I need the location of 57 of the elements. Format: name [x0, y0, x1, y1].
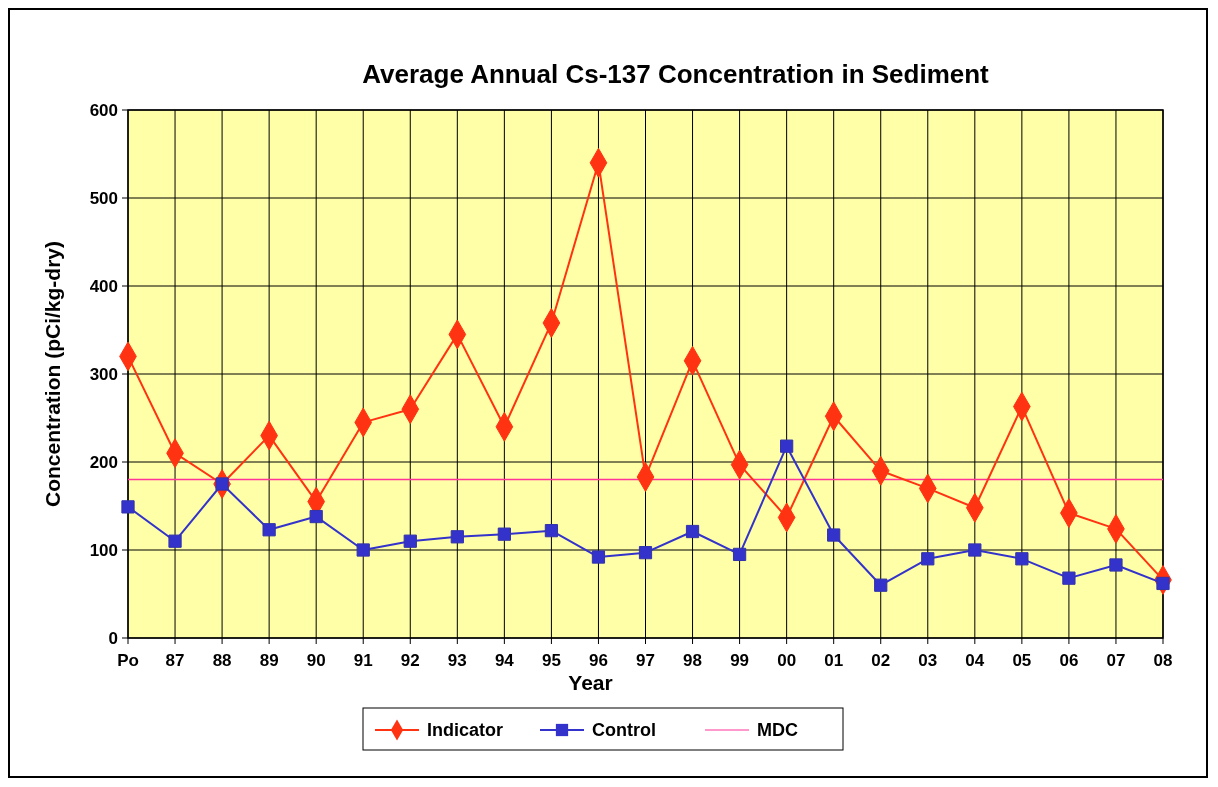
y-tick-label: 0: [108, 628, 118, 648]
x-tick-label: 95: [541, 651, 561, 670]
chart-title: Average Annual Cs-137 Concentration in Sediment: [362, 59, 990, 89]
point: [827, 528, 841, 542]
x-tick-label: 08: [1153, 651, 1173, 670]
point: [450, 530, 464, 544]
point: [356, 543, 370, 557]
x-axis-title: Year: [568, 671, 613, 694]
y-tick-label: 200: [89, 452, 118, 472]
x-tick-label: 92: [400, 651, 420, 670]
legend-label: Control: [592, 720, 656, 741]
x-tick-label: 99: [730, 651, 750, 670]
x-tick-label: 05: [1012, 651, 1032, 670]
point: [1015, 552, 1029, 566]
y-tick-label: 500: [89, 188, 118, 208]
x-tick-label: 89: [259, 651, 279, 670]
x-tick-label: 96: [588, 651, 608, 670]
x-tick-label: 03: [918, 651, 938, 670]
x-tick-label: 93: [447, 651, 467, 670]
x-tick-label: 91: [353, 651, 373, 670]
x-tick-label: 00: [777, 651, 797, 670]
x-tick-label: 01: [824, 651, 844, 670]
point: [168, 534, 182, 548]
x-tick-label: 98: [683, 651, 703, 670]
point: [780, 439, 794, 453]
x-tick-label: 02: [871, 651, 891, 670]
point: [403, 534, 417, 548]
y-tick-label: 300: [89, 364, 118, 384]
y-axis-title: Concentration (pCi/kg-dry): [41, 241, 64, 507]
legend-label: Indicator: [427, 720, 504, 741]
x-tick-label: 90: [306, 651, 326, 670]
point: [497, 527, 511, 541]
point: [968, 543, 982, 557]
x-tick-label: 06: [1059, 651, 1079, 670]
point: [544, 524, 559, 538]
point: [921, 552, 935, 566]
point: [262, 523, 276, 537]
x-tick-label: 87: [165, 651, 185, 670]
x-tick-label: Po: [117, 651, 139, 670]
point: [121, 500, 135, 514]
x-tick-label: 04: [965, 651, 985, 670]
y-tick-label: 600: [89, 100, 118, 120]
point: [638, 546, 653, 560]
point: [685, 524, 700, 539]
legend-label: MDC: [757, 720, 798, 741]
point: [1109, 558, 1123, 572]
point: [309, 509, 323, 524]
x-tick-label: 07: [1106, 651, 1126, 670]
y-tick-label: 100: [89, 540, 118, 560]
x-tick-label: 88: [212, 651, 232, 670]
point: [732, 547, 747, 562]
point: [1062, 571, 1076, 585]
x-tick-label: 97: [636, 651, 655, 670]
point: [591, 550, 606, 564]
point: [874, 578, 888, 592]
y-tick-label: 400: [89, 276, 118, 296]
x-tick-label: 94: [494, 651, 515, 670]
